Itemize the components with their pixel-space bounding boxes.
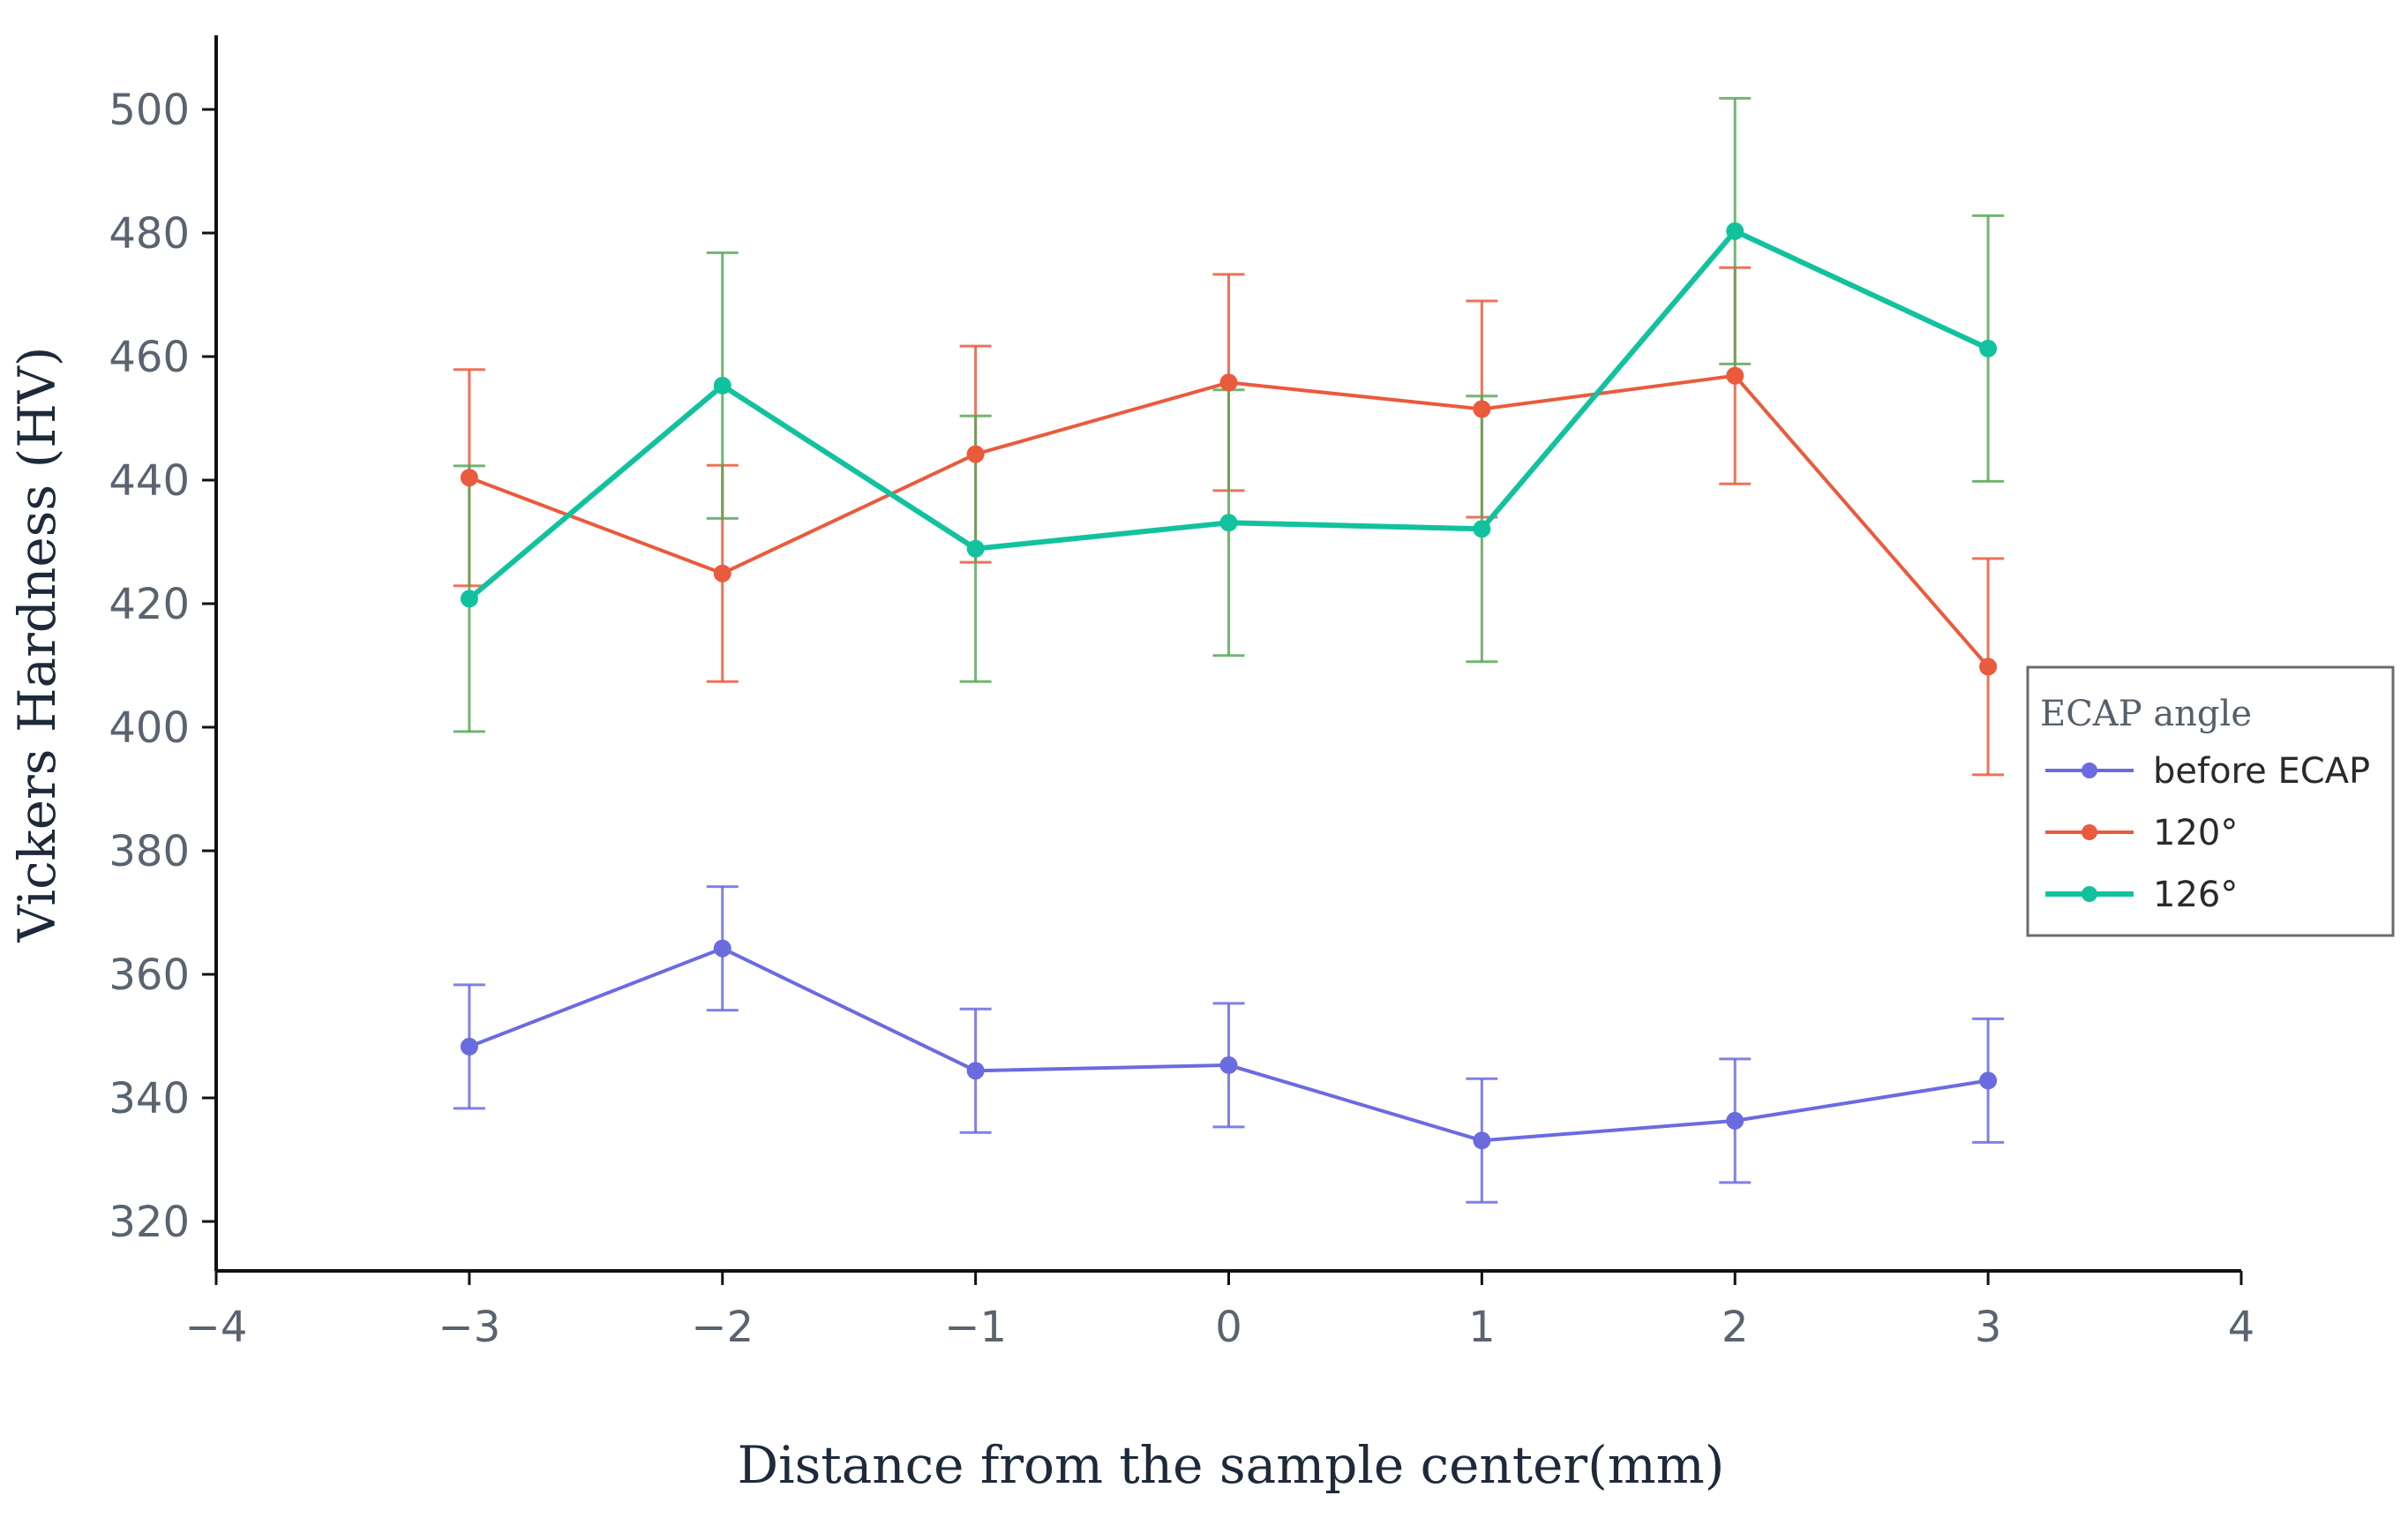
- series-2-point: [1219, 373, 1238, 392]
- series-1-point: [713, 939, 731, 958]
- error-bars: [453, 96, 2005, 1204]
- series-3-point: [1979, 339, 1998, 357]
- y-tick-label: 480: [109, 209, 190, 259]
- series-2-point: [1726, 366, 1744, 385]
- x-tick-label: −4: [185, 1303, 248, 1352]
- x-tick-label: −2: [691, 1303, 754, 1352]
- x-tick-label: −1: [944, 1303, 1007, 1352]
- x-tick-label: 2: [1722, 1303, 1749, 1352]
- legend-swatch-marker: [2082, 886, 2097, 902]
- legend-item: before ECAP: [2045, 751, 2370, 792]
- y-tick-label: 460: [109, 333, 190, 382]
- series-3-point: [460, 590, 478, 608]
- legend-item: 120°: [2045, 813, 2238, 853]
- legend-items: before ECAP 120° 126°: [2045, 751, 2370, 915]
- y-tick-label: 340: [109, 1074, 190, 1123]
- legend-swatch-marker: [2082, 763, 2097, 778]
- y-axis-title: Vickers Hardness (HV): [7, 347, 67, 943]
- y-tick-label: 380: [109, 827, 190, 876]
- series-3-point: [966, 539, 985, 558]
- y-tick-label: 500: [109, 86, 190, 135]
- series-1-point: [1979, 1071, 1998, 1090]
- legend-label: 120°: [2153, 813, 2238, 853]
- series-1-point: [1726, 1111, 1744, 1130]
- legend-title: ECAP angle: [2040, 694, 2252, 734]
- series-3-point: [1726, 222, 1744, 240]
- y-tick-label: 440: [109, 456, 190, 506]
- x-tick-label: 0: [1215, 1303, 1242, 1352]
- y-tick-label: 420: [109, 580, 190, 629]
- x-tick-label: 3: [1975, 1303, 2002, 1352]
- series-2-point: [1979, 658, 1998, 676]
- x-tick-label: 4: [2228, 1303, 2255, 1352]
- series-3-point: [1473, 520, 1491, 538]
- legend-label: before ECAP: [2153, 751, 2370, 792]
- data-points: [460, 222, 1998, 1150]
- series-1-point: [1219, 1056, 1238, 1074]
- series-2-point: [966, 445, 985, 463]
- tick-marks: −4 −3 −2 −1 0 1 2 3 4 320 340 360 380 400 420 440 460 480…: [109, 86, 2254, 1352]
- series-2-point: [1473, 400, 1491, 418]
- series-3-point: [1219, 514, 1238, 532]
- legend-item: 126°: [2045, 875, 2238, 915]
- series-3-point: [713, 376, 731, 395]
- series-1-point: [1473, 1131, 1491, 1150]
- series-2-point: [713, 564, 731, 582]
- x-axis-title: Distance from the sample center(mm): [738, 1435, 1725, 1495]
- x-tick-label: 1: [1468, 1303, 1496, 1352]
- y-tick-label: 320: [109, 1198, 190, 1247]
- series-1-point: [966, 1062, 985, 1080]
- series-2-point: [460, 469, 478, 487]
- x-tick-label: −3: [438, 1303, 500, 1352]
- legend-label: 126°: [2153, 875, 2238, 915]
- y-tick-label: 400: [109, 703, 190, 753]
- series-1-point: [460, 1037, 478, 1056]
- y-tick-label: 360: [109, 951, 190, 1000]
- legend-swatch-marker: [2082, 824, 2097, 840]
- legend: ECAP angle before ECAP 120° 126°: [2026, 665, 2395, 937]
